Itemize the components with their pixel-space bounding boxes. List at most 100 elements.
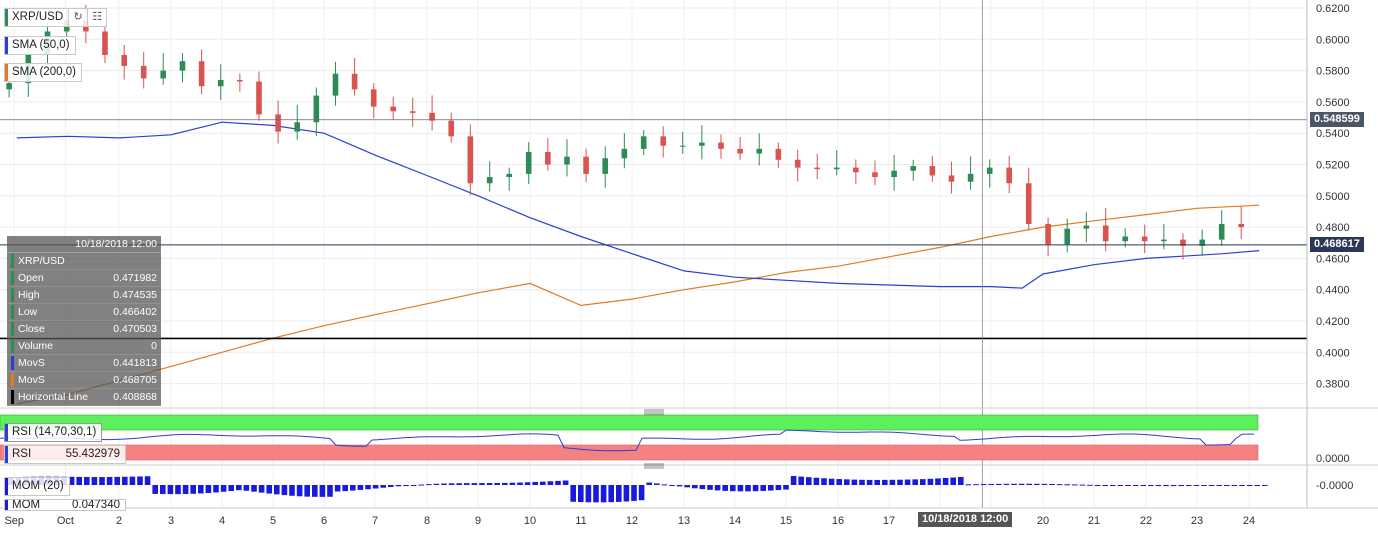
momentum-bar — [327, 485, 333, 497]
current-price-tag: 0.468617 — [1310, 237, 1364, 252]
momentum-bar — [1239, 485, 1245, 486]
overlays — [0, 0, 1307, 508]
x-tick-label: 5 — [270, 515, 276, 527]
momentum-bar — [1224, 485, 1230, 486]
momentum-bar — [570, 485, 576, 502]
momentum-bar — [1208, 485, 1215, 486]
momentum-bar — [737, 485, 744, 492]
momentum-bar — [996, 483, 1002, 485]
candle-body — [545, 151, 551, 165]
momentum-bar — [486, 483, 493, 485]
x-tick-label: 11 — [575, 515, 586, 527]
infobox-swatch — [11, 271, 14, 285]
momentum-bar — [1155, 485, 1162, 487]
candle-body — [775, 148, 782, 160]
infobox-value: 0.408868 — [113, 391, 157, 403]
momentum-bar — [319, 485, 326, 497]
infobox-row-open: Open 0.471982 — [7, 270, 161, 287]
candle-body — [332, 73, 339, 96]
momentum-bar — [418, 484, 424, 486]
momentum-bar — [844, 479, 850, 485]
momentum-bar — [1064, 484, 1070, 486]
axes: 0.6200 0.6000 0.5800 0.5600 0.5400 0.5200 0.50… — [0, 0, 1378, 527]
momentum-bar — [1231, 485, 1238, 486]
infobox-row-movs: MovS 0.468705 — [7, 372, 161, 389]
crosshair-price-tag: 0.548599 — [1310, 112, 1364, 127]
infobox-key: Close — [18, 323, 45, 335]
momentum-bar — [730, 485, 736, 492]
mom-value-color-bar — [5, 500, 8, 510]
symbol-header[interactable]: XRP/USD ↻ ☷ — [4, 8, 108, 27]
momentum-bar — [752, 485, 759, 492]
momentum-bar — [1254, 485, 1260, 486]
momentum-bar — [296, 485, 303, 497]
momentum-bar — [980, 484, 987, 486]
candle-body — [140, 65, 147, 79]
sma200-line — [16, 204, 1260, 405]
candle-body — [429, 112, 435, 121]
momentum-bar — [1193, 485, 1200, 486]
momentum-bar — [699, 485, 706, 490]
rsi-axis-label: 0.0000 — [1316, 453, 1350, 465]
x-tick-label: 8 — [424, 515, 430, 527]
momentum-bar — [1262, 485, 1268, 486]
momentum-bar — [266, 485, 272, 494]
sma50-path — [16, 121, 1260, 289]
momentum-bar — [1079, 484, 1086, 486]
momentum-bar — [1140, 485, 1146, 486]
mom-color-bar — [5, 478, 8, 495]
mom-legend[interactable]: MOM (20) — [4, 477, 70, 496]
momentum-bar — [1125, 485, 1131, 486]
momentum-bar — [152, 485, 158, 494]
momentum-bar — [882, 479, 888, 485]
y-tick-label: 0.4400 — [1316, 285, 1350, 297]
momentum-bar — [973, 484, 979, 486]
candle-body — [237, 79, 243, 82]
infobox-value: 0.441813 — [113, 357, 157, 369]
momentum-bar — [714, 485, 721, 491]
infobox-key: Low — [18, 306, 38, 318]
momentum-bar — [965, 484, 972, 486]
x-tick-label: 22 — [1140, 515, 1152, 527]
sma200-legend[interactable]: SMA (200,0) — [4, 63, 82, 82]
sma50-legend[interactable]: SMA (50,0) — [4, 36, 76, 55]
x-tick-label: 17 — [883, 515, 895, 527]
rsi-legend[interactable]: RSI (14,70,30,1) — [4, 423, 103, 442]
candle-body — [1006, 167, 1012, 184]
x-tick-label: 14 — [729, 515, 741, 527]
sma200-label: SMA (200,0) — [12, 66, 76, 78]
candle-body — [313, 95, 320, 123]
candle-body — [506, 173, 512, 178]
x-tick-label: 23 — [1191, 515, 1203, 527]
momentum-bar — [281, 485, 288, 496]
momentum-bar — [190, 485, 196, 494]
momentum-bar — [137, 476, 143, 485]
momentum-bar — [357, 485, 364, 490]
momentum-bar — [920, 479, 926, 485]
momentum-bar — [524, 482, 531, 485]
momentum-bar — [532, 481, 538, 485]
momentum-bar — [410, 485, 417, 486]
infobox-key: Horizontal Line — [18, 391, 89, 403]
momentum-bar — [616, 485, 622, 502]
momentum-bar — [904, 479, 911, 485]
momentum-bar — [160, 485, 166, 495]
momentum-bar — [220, 485, 227, 492]
infobox-key: MovS — [18, 374, 45, 386]
momentum-bar — [897, 479, 903, 485]
chart-settings-icon[interactable]: ☷ — [87, 9, 106, 26]
y-tick-label: 0.3800 — [1316, 379, 1350, 391]
momentum-bar — [1186, 485, 1192, 487]
candle-body — [718, 142, 724, 149]
x-tick-label: 15 — [780, 515, 792, 527]
momentum-bar — [76, 476, 82, 485]
candle-body — [621, 148, 628, 159]
candle-body — [564, 156, 570, 165]
momentum-bar — [1110, 485, 1116, 486]
momentum-bar — [950, 477, 956, 485]
candle-body — [179, 61, 186, 71]
infobox-row-close: Close 0.470503 — [7, 321, 161, 338]
rsi-value-label: RSI — [12, 448, 32, 460]
refresh-icon[interactable]: ↻ — [68, 9, 87, 26]
